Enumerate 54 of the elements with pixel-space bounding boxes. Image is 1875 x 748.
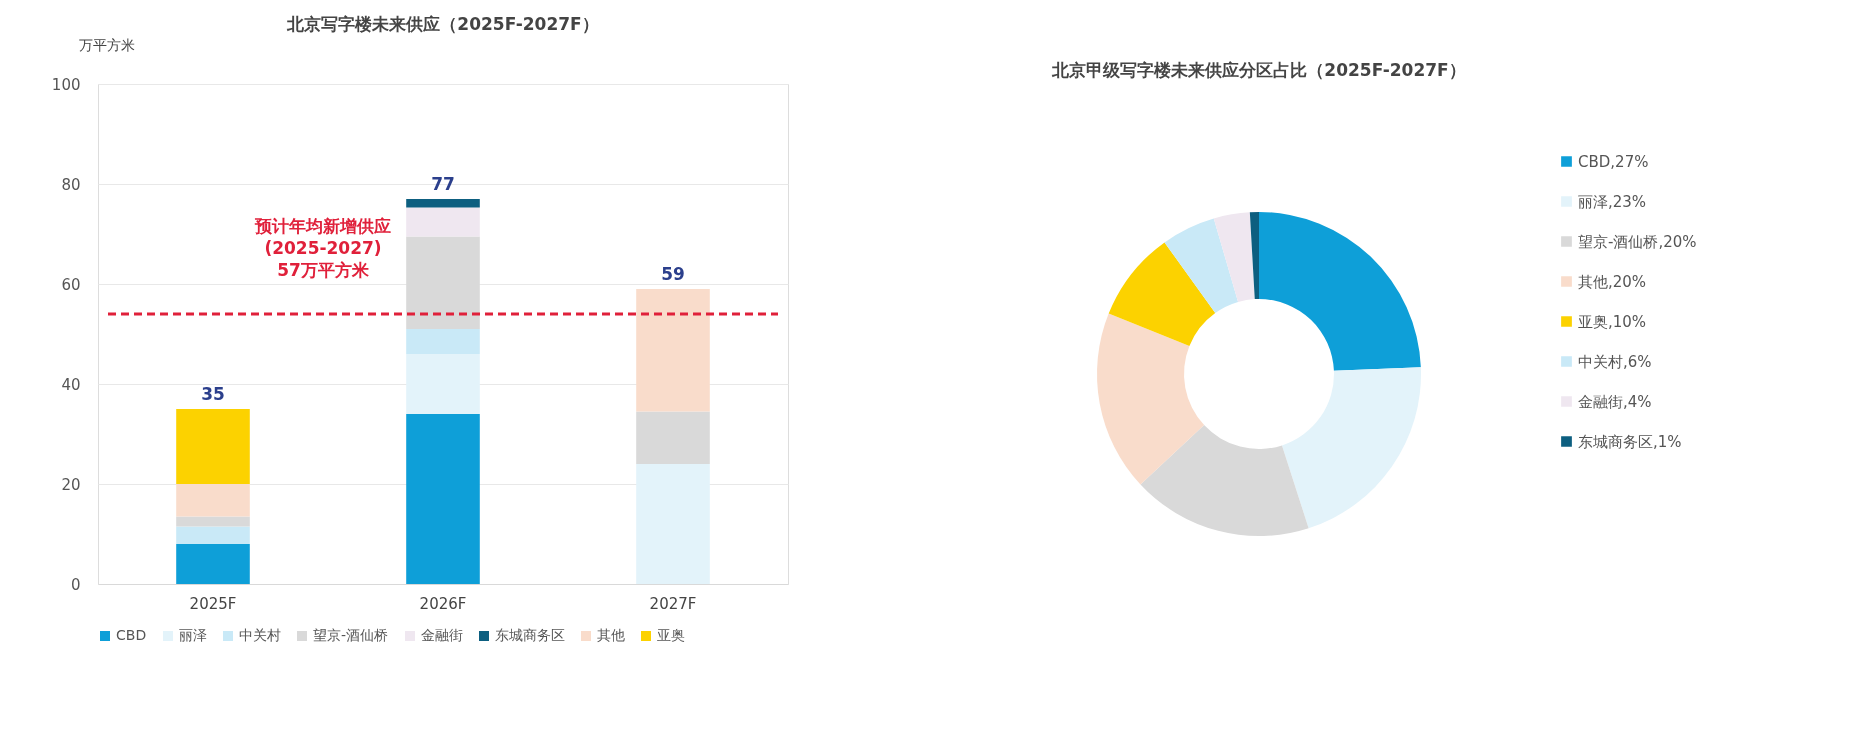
legend-label: 中关村,6% xyxy=(1578,352,1652,371)
legend-label: CBD,27% xyxy=(1578,152,1649,171)
legend-label: 丽泽 xyxy=(179,627,207,643)
y-tick-label: 80 xyxy=(61,175,81,194)
legend-label: 东城商务区 xyxy=(495,627,565,643)
legend-label: 亚奥,10% xyxy=(1578,312,1647,331)
legend-label: 亚奥 xyxy=(657,627,685,643)
legend-label: 东城商务区,1% xyxy=(1578,432,1682,451)
donut-slice xyxy=(1249,212,1259,300)
legend-label: 金融街 xyxy=(421,627,463,643)
bar xyxy=(406,236,480,329)
x-tick-label: 2026F xyxy=(419,594,467,613)
donut-slice xyxy=(1108,242,1216,347)
y-tick-label: 20 xyxy=(61,475,81,494)
total-label: 59 xyxy=(661,264,685,284)
total-label: 77 xyxy=(431,174,455,194)
legend-label: 丽泽,23% xyxy=(1578,192,1647,211)
total-label: 35 xyxy=(201,384,225,404)
y-tick-label: 40 xyxy=(61,375,81,394)
y-tick-label: 100 xyxy=(51,75,81,94)
x-tick-label: 2027F xyxy=(649,594,697,613)
bar xyxy=(176,526,250,544)
x-tick-label: 2025F xyxy=(189,594,237,613)
donut-slice xyxy=(1259,212,1421,371)
donut-slice xyxy=(1213,212,1255,302)
bar xyxy=(406,207,480,237)
bar xyxy=(406,329,480,354)
bar xyxy=(406,199,480,208)
chart-title: 北京甲级写字楼未来供应分区占比（2025F-2027F） xyxy=(1051,60,1466,80)
ref-line-label: 预计年均新增供应 (2025-2027) 57万平方米 xyxy=(254,216,391,280)
bar xyxy=(176,484,250,517)
y-tick-label: 0 xyxy=(70,575,81,594)
legend-label: 金融街,4% xyxy=(1578,392,1652,411)
bar xyxy=(406,354,480,414)
chart-title: 北京写字楼未来供应（2025F-2027F） xyxy=(286,14,599,34)
legend-label: 中关村 xyxy=(239,627,281,643)
bar xyxy=(636,289,710,412)
donut-slice xyxy=(1164,218,1239,314)
bar xyxy=(636,464,710,584)
bar xyxy=(176,409,250,484)
legend-label: 其他,20% xyxy=(1578,272,1647,291)
y-tick-label: 60 xyxy=(61,275,81,294)
bar xyxy=(406,414,480,584)
donut-slice xyxy=(1140,425,1309,536)
donut-slice xyxy=(1097,313,1205,485)
bar xyxy=(176,516,250,527)
bar xyxy=(636,411,710,464)
legend-label: 望京-酒仙桥 xyxy=(313,627,389,643)
legend-label: 望京-酒仙桥,20% xyxy=(1578,232,1697,251)
donut-slice xyxy=(1281,367,1421,529)
legend-label: 其他 xyxy=(597,627,625,643)
y-axis-title: 万平方米 xyxy=(78,36,135,53)
bar xyxy=(176,544,250,584)
legend-label: CBD xyxy=(116,627,147,643)
